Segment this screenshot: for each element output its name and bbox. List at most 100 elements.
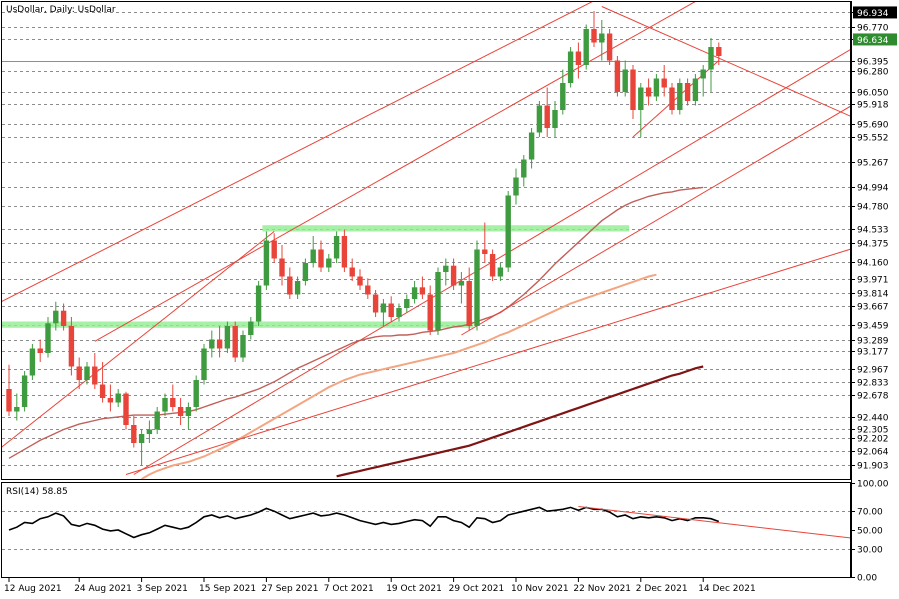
- date-tick-label: 19 Oct 2021: [386, 584, 442, 594]
- candle-bear: [372, 294, 379, 313]
- rsi-tick-label: 100.00: [857, 480, 889, 490]
- candle-bull: [193, 380, 199, 407]
- price-trendline: [2, 2, 593, 302]
- candle-bear: [365, 285, 371, 295]
- date-tick-label: 10 Nov 2021: [511, 584, 569, 594]
- candle-bear: [645, 87, 652, 97]
- price-tick-label: 95.267: [857, 159, 889, 169]
- candle-bull: [411, 287, 418, 299]
- candle-bear: [341, 236, 348, 268]
- price-tick-label: 95.552: [857, 134, 889, 144]
- candle-bear: [614, 60, 621, 92]
- candle-bull: [14, 407, 20, 412]
- candle-bull: [567, 51, 574, 83]
- candle-bear: [131, 425, 137, 443]
- price-tick-label: 92.064: [857, 448, 889, 458]
- candle-bear: [489, 254, 496, 277]
- candle-bear: [466, 281, 472, 326]
- candle-bear: [107, 398, 114, 403]
- candle-bull: [513, 177, 519, 196]
- rsi-panel-title: RSI(14) 58.85: [6, 487, 68, 497]
- candle-bull: [84, 366, 90, 380]
- candle-bear: [427, 294, 433, 331]
- candle-bull: [333, 236, 340, 259]
- date-tick-label: 12 Aug 2021: [4, 584, 62, 594]
- candle-bull: [435, 272, 441, 331]
- price-level-badge-label: 96.634: [857, 36, 889, 46]
- candle-bear: [68, 326, 75, 367]
- candle-bull: [138, 434, 145, 443]
- candle-bull: [162, 398, 168, 412]
- candle-bear: [684, 83, 691, 101]
- price-trendline: [2, 231, 275, 448]
- candle-bear: [716, 47, 722, 56]
- candle-bull: [653, 78, 660, 97]
- candle-bull: [326, 258, 332, 268]
- price-level-badge-label: 96.934: [857, 9, 889, 19]
- price-level-badge: [853, 33, 897, 46]
- candle-bear: [482, 249, 488, 254]
- price-tick-label: 92.833: [857, 379, 889, 389]
- price-level-badge: [853, 6, 897, 19]
- candle-bear: [232, 326, 238, 358]
- candle-bear: [37, 348, 43, 353]
- zone-layer: [2, 225, 630, 328]
- price-trendline: [125, 248, 850, 475]
- price-tick-label: 93.971: [857, 276, 889, 286]
- candle-bull: [458, 281, 465, 286]
- date-tick-label: 29 Oct 2021: [449, 584, 505, 594]
- date-tick-label: 2 Dec 2021: [636, 584, 688, 594]
- candle-layer: [6, 11, 722, 466]
- candle-bull: [521, 159, 527, 178]
- price-tick-label: 94.160: [857, 259, 889, 269]
- date-tick-label: 7 Oct 2021: [324, 584, 374, 594]
- candle-bull: [560, 83, 566, 110]
- candle-bull: [185, 407, 192, 416]
- rsi-tick-label: 0.00: [857, 574, 877, 584]
- support-resistance-zone: [2, 321, 474, 328]
- price-tick-label: 93.667: [857, 303, 889, 313]
- candle-bull: [263, 240, 270, 286]
- candle-bull: [224, 326, 231, 349]
- price-panel-frame: [1, 1, 851, 480]
- candle-bull: [209, 339, 215, 349]
- candle-bear: [60, 310, 67, 326]
- price-trendline: [133, 49, 850, 475]
- candle-bear: [170, 398, 176, 407]
- candle-bear: [661, 78, 667, 88]
- date-tick-label: 3 Sep 2021: [137, 584, 188, 594]
- rsi-tick-label: 50.00: [857, 527, 883, 537]
- moving-average-ma-mid: [141, 273, 657, 479]
- candle-bull: [154, 411, 160, 430]
- candle-bull: [21, 375, 28, 407]
- candle-bull: [146, 429, 153, 434]
- price-tick-label: 93.177: [857, 348, 889, 358]
- price-tick-label: 94.994: [857, 184, 889, 194]
- candle-bull: [474, 249, 480, 326]
- moving-average-ma-long: [336, 365, 704, 478]
- candle-bull: [622, 69, 628, 92]
- price-trendline: [94, 2, 696, 342]
- candle-bull: [700, 69, 706, 79]
- candle-bull: [396, 308, 402, 317]
- support-resistance-zone: [262, 225, 630, 232]
- candle-bear: [575, 51, 582, 65]
- date-tick-label: 14 Dec 2021: [698, 584, 756, 594]
- rsi-layer: [8, 506, 850, 539]
- candle-bear: [591, 29, 597, 43]
- price-tick-label: 95.690: [857, 121, 889, 131]
- price-tick-label: 92.440: [857, 414, 889, 424]
- price-tick-label: 92.967: [857, 366, 889, 376]
- price-tick-label: 96.770: [857, 24, 889, 34]
- trend-layer: [2, 2, 850, 475]
- price-chart-title: UsDollar, Daily: UsDollar: [6, 5, 116, 15]
- candle-bull: [638, 87, 644, 110]
- candle-bull: [240, 335, 246, 358]
- candle-bear: [544, 105, 550, 128]
- rsi-tick-label: 30.00: [857, 546, 883, 556]
- candle-bull: [497, 267, 504, 277]
- candle-bear: [287, 276, 293, 295]
- candle-bear: [99, 384, 106, 398]
